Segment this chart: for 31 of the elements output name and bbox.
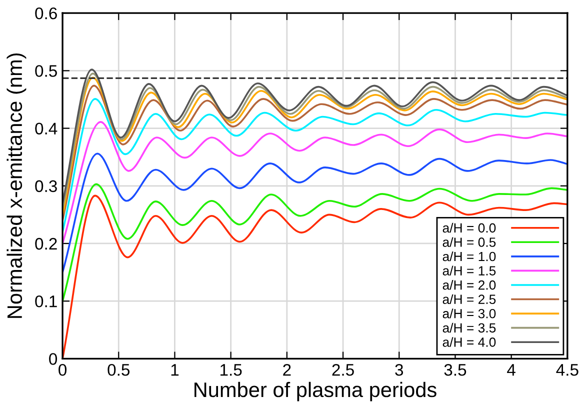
y-tick-label: 0.3 — [35, 180, 57, 192]
y-tick-label: 0.4 — [35, 122, 58, 134]
legend-label: a/H = 3.5 — [442, 322, 496, 333]
x-tick-label: 3.5 — [444, 364, 466, 376]
legend-label: a/H = 0.5 — [442, 237, 496, 247]
x-tick-label: 3 — [395, 364, 404, 376]
x-axis-title: Number of plasma periods — [194, 382, 436, 402]
legend-label: a/H = 4.0 — [442, 337, 496, 347]
legend-label: a/H = 0.0 — [442, 222, 496, 233]
line-series — [62, 152, 568, 274]
y-tick-label: 0.2 — [35, 238, 57, 250]
x-tick-label: 1 — [171, 364, 179, 376]
line-series — [62, 98, 568, 233]
y-tick-label: 0.6 — [35, 7, 57, 20]
legend-label: a/H = 2.5 — [442, 294, 496, 304]
line-series — [62, 183, 568, 302]
y-tick-label: 0.5 — [35, 65, 57, 77]
y-tick-label: 0.1 — [35, 295, 57, 308]
x-tick-label: 1.5 — [220, 364, 242, 376]
legend-label: a/H = 1.5 — [442, 266, 496, 276]
x-tick-label: 2 — [283, 364, 291, 376]
x-tick-label: 4.5 — [556, 364, 578, 376]
legend-label: a/H = 3.0 — [442, 308, 496, 318]
y-tick-label: 0 — [49, 353, 58, 365]
x-tick-label: 0.5 — [108, 364, 130, 376]
legend-label: a/H = 2.0 — [442, 280, 496, 290]
x-tick-label: 2.5 — [332, 364, 354, 376]
y-axis-title: Normalized x-emittance (nm) — [6, 53, 26, 318]
legend-label: a/H = 1.0 — [442, 251, 496, 262]
x-tick-label: 0 — [58, 364, 67, 376]
x-tick-label: 4 — [507, 364, 516, 376]
